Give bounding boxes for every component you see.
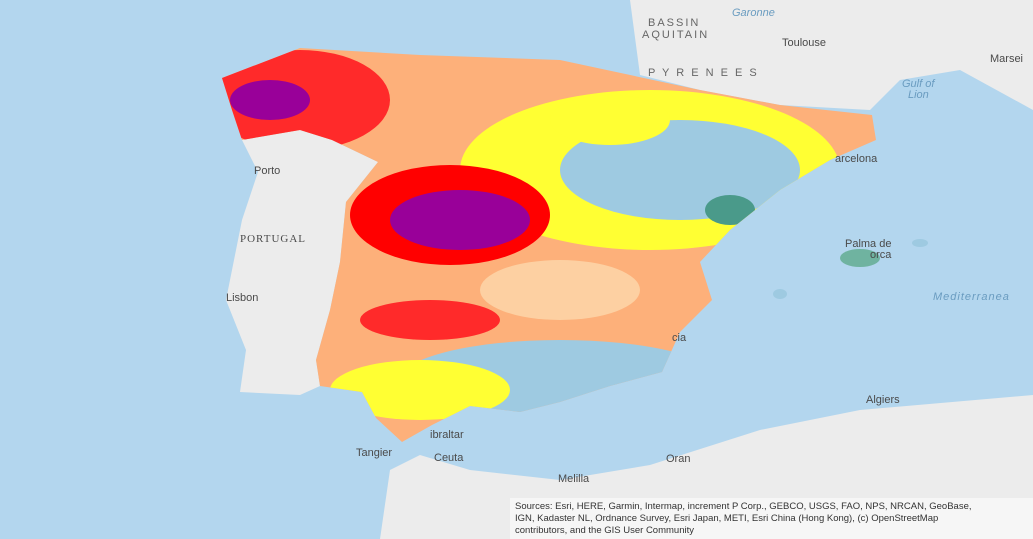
ibiza <box>773 289 787 299</box>
france <box>630 0 1033 110</box>
label: Marsei <box>990 53 1023 65</box>
label: Algiers <box>866 394 900 406</box>
label: PORTUGAL <box>240 233 306 245</box>
label: Lisbon <box>226 292 258 304</box>
label: BASSIN <box>648 17 700 29</box>
attribution: IGN, Kadaster NL, Ordnance Survey, Esri … <box>515 513 938 524</box>
mallorca <box>840 249 880 267</box>
attribution-bg <box>510 498 1033 539</box>
label: orca <box>870 249 892 261</box>
label: cia <box>672 332 687 344</box>
label: Ceuta <box>434 452 464 464</box>
label: Oran <box>666 453 690 465</box>
label: arcelona <box>835 153 878 165</box>
label: Mediterranea <box>933 291 1010 303</box>
label: Gulf of <box>902 78 935 90</box>
label: Lion <box>908 89 929 101</box>
label: Toulouse <box>782 37 826 49</box>
label: AQUITAIN <box>642 29 709 41</box>
attribution: Sources: Esri, HERE, Garmin, Intermap, i… <box>515 501 972 512</box>
label: Palma de <box>845 238 891 250</box>
label: Garonne <box>732 7 775 19</box>
label: Melilla <box>558 473 590 485</box>
label: ibraltar <box>430 429 464 441</box>
menorca <box>912 239 928 247</box>
portugal <box>226 130 378 395</box>
attribution: contributors, and the GIS User Community <box>515 525 694 536</box>
label: Porto <box>254 165 280 177</box>
label: P Y R E N E E S <box>648 67 759 79</box>
label: Tangier <box>356 447 392 459</box>
